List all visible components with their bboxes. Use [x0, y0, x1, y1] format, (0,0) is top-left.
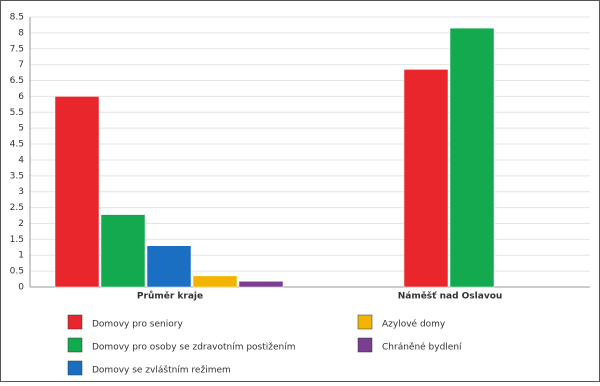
y-tick-label: 3 [18, 187, 24, 197]
y-tick-label: 8.5 [10, 13, 24, 23]
x-tick-label: Náměšť nad Oslavou [398, 291, 503, 302]
y-tick-label: 0.5 [10, 267, 24, 277]
y-tick-label: 5.5 [10, 108, 24, 118]
y-tick-label: 4.5 [10, 140, 24, 150]
y-tick-label: 7.5 [10, 44, 24, 54]
legend-swatch [357, 314, 373, 330]
legend-swatch [67, 360, 83, 376]
y-tick-label: 5 [18, 124, 24, 134]
legend-label: Domovy pro seniory [92, 320, 183, 330]
legend-swatch [67, 337, 83, 353]
bar [403, 69, 449, 288]
y-tick-label: 1 [18, 251, 24, 261]
legend-label: Azylové domy [382, 319, 446, 330]
legend-swatch [357, 337, 373, 353]
y-tick-label: 3.5 [10, 171, 24, 181]
legend-label: Domovy pro osoby se zdravotním postižení… [92, 343, 296, 353]
bar [146, 245, 192, 288]
legend-label: Chráněné bydlení [382, 342, 462, 353]
bar [449, 27, 495, 288]
y-tick-label: 6 [18, 92, 24, 102]
bar [238, 281, 284, 288]
y-tick-label: 6.5 [10, 76, 24, 86]
y-tick-label: 7 [18, 60, 24, 70]
y-tick-label: 8 [18, 28, 24, 38]
bar [54, 96, 100, 288]
y-tick-label: 1.5 [10, 235, 24, 245]
y-tick-label: 0 [18, 283, 24, 293]
legend-swatch [67, 314, 83, 330]
y-tick-label: 2 [18, 219, 24, 229]
y-tick-label: 4 [18, 155, 24, 165]
legend-label: Domovy se zvláštním režimem [92, 365, 231, 376]
y-tick-label: 2.5 [10, 203, 24, 213]
x-tick-label: Průměr kraje [137, 291, 203, 302]
bar [192, 275, 238, 288]
bar [100, 214, 146, 288]
